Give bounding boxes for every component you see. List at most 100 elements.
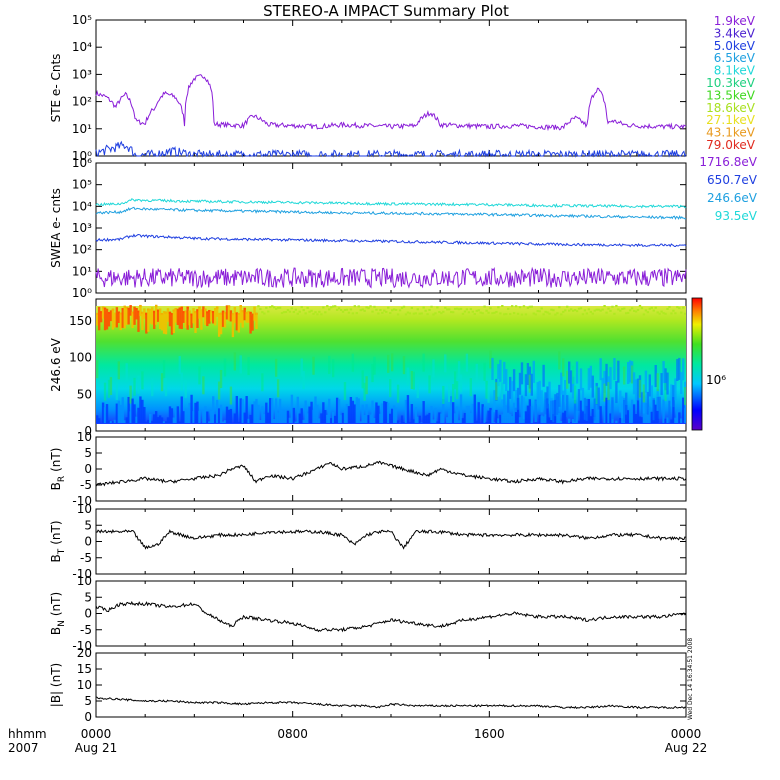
pad-pixel <box>308 406 311 423</box>
pad-pixel <box>416 308 419 311</box>
pad-pixel <box>548 417 551 423</box>
pad-pixel <box>190 313 193 328</box>
y-tick-label: 10⁶ <box>72 156 92 170</box>
pad-pixel <box>514 305 518 308</box>
pad-pixel <box>162 311 166 334</box>
pad-pixel <box>544 310 547 313</box>
pad-pixel <box>206 411 209 423</box>
pad-pixel <box>636 309 640 312</box>
pad-pixel <box>674 312 677 315</box>
pad-pixel <box>528 374 532 393</box>
pad-pixel <box>442 310 445 313</box>
pad-pixel <box>493 422 496 423</box>
pad-pixel <box>355 397 358 423</box>
pad-pixel <box>184 379 187 398</box>
pad-pixel <box>459 374 463 393</box>
pad-pixel <box>623 399 626 422</box>
pad-pixel <box>558 306 561 309</box>
pad-pixel <box>640 417 644 423</box>
pad-pixel <box>630 365 634 384</box>
pad-pixel <box>613 358 616 381</box>
pad-pixel <box>630 399 634 423</box>
pad-pixel <box>628 408 632 423</box>
pad-pixel <box>463 310 467 313</box>
pad-pixel <box>280 410 284 423</box>
legend-entry-ste: 13.5keV <box>706 88 756 102</box>
pad-pixel <box>105 308 109 330</box>
pad-pixel <box>379 309 382 312</box>
pad-pixel <box>668 305 671 308</box>
y-tick-label: 10³ <box>72 221 92 235</box>
pad-pixel <box>345 308 349 311</box>
pad-pixel <box>607 382 610 401</box>
pad-pixel <box>290 394 294 423</box>
pad-pixel <box>243 307 246 321</box>
pad-pixel <box>619 309 622 312</box>
pad-pixel <box>385 310 388 313</box>
pad-pixel <box>406 311 410 314</box>
pad-pixel <box>666 372 669 395</box>
pad-pixel <box>611 397 614 420</box>
pad-pixel <box>664 418 667 423</box>
pad-pixel <box>172 309 176 334</box>
pad-pixel <box>302 419 305 423</box>
pad-pixel <box>369 305 372 308</box>
pad-pixel <box>518 417 522 423</box>
pad-pixel <box>581 411 585 423</box>
pad-pixel <box>455 381 459 400</box>
pad-pixel <box>363 382 366 401</box>
pad-pixel <box>617 360 620 383</box>
pad-pixel <box>497 378 500 397</box>
pad-pixel <box>410 307 414 310</box>
pad-pixel <box>343 309 347 312</box>
pad-pixel <box>139 396 142 423</box>
pad-pixel <box>383 401 386 423</box>
pad-pixel <box>223 358 227 377</box>
pad-pixel <box>540 390 543 413</box>
pad-pixel <box>589 365 592 388</box>
pad-pixel <box>601 308 604 311</box>
pad-pixel <box>465 353 469 372</box>
pad-pixel <box>430 406 433 423</box>
pad-pixel <box>387 402 390 423</box>
pad-pixel <box>229 310 233 322</box>
pad-pixel <box>300 358 303 377</box>
pad-pixel <box>324 410 327 423</box>
pad-pixel <box>676 306 679 309</box>
pad-pixel <box>571 365 575 384</box>
y-axis-label: SWEA e- cnts <box>49 188 63 268</box>
pad-pixel <box>628 360 632 383</box>
pad-pixel <box>450 396 453 423</box>
pad-pixel <box>335 308 339 311</box>
pad-pixel <box>438 412 441 423</box>
pad-pixel <box>573 399 577 422</box>
y-tick-label: 10 <box>77 502 92 516</box>
pad-pixel <box>365 404 368 423</box>
pad-pixel <box>556 392 559 415</box>
pad-pixel <box>276 306 280 309</box>
pad-pixel <box>117 400 120 423</box>
pad-pixel <box>129 411 132 423</box>
pad-pixel <box>646 311 650 314</box>
pad-pixel <box>261 373 264 392</box>
pad-pixel <box>404 399 408 423</box>
pad-pixel <box>158 308 162 330</box>
pad-pixel <box>200 309 203 330</box>
pad-pixel <box>123 305 126 329</box>
pad-pixel <box>463 412 467 423</box>
pad-pixel <box>638 379 642 398</box>
pad-pixel <box>593 398 596 421</box>
pad-pixel <box>682 397 685 423</box>
pad-pixel <box>162 360 166 379</box>
pad-pixel <box>518 306 522 309</box>
pad-pixel <box>471 403 474 423</box>
pad-pixel <box>585 398 589 421</box>
pad-pixel <box>632 309 636 312</box>
pad-pixel <box>459 307 463 310</box>
pad-pixel <box>188 402 191 423</box>
pad-pixel <box>587 368 591 391</box>
pad-pixel <box>367 307 370 310</box>
pad-pixel <box>457 420 461 423</box>
pad-pixel <box>603 405 606 423</box>
pad-pixel <box>274 358 278 377</box>
